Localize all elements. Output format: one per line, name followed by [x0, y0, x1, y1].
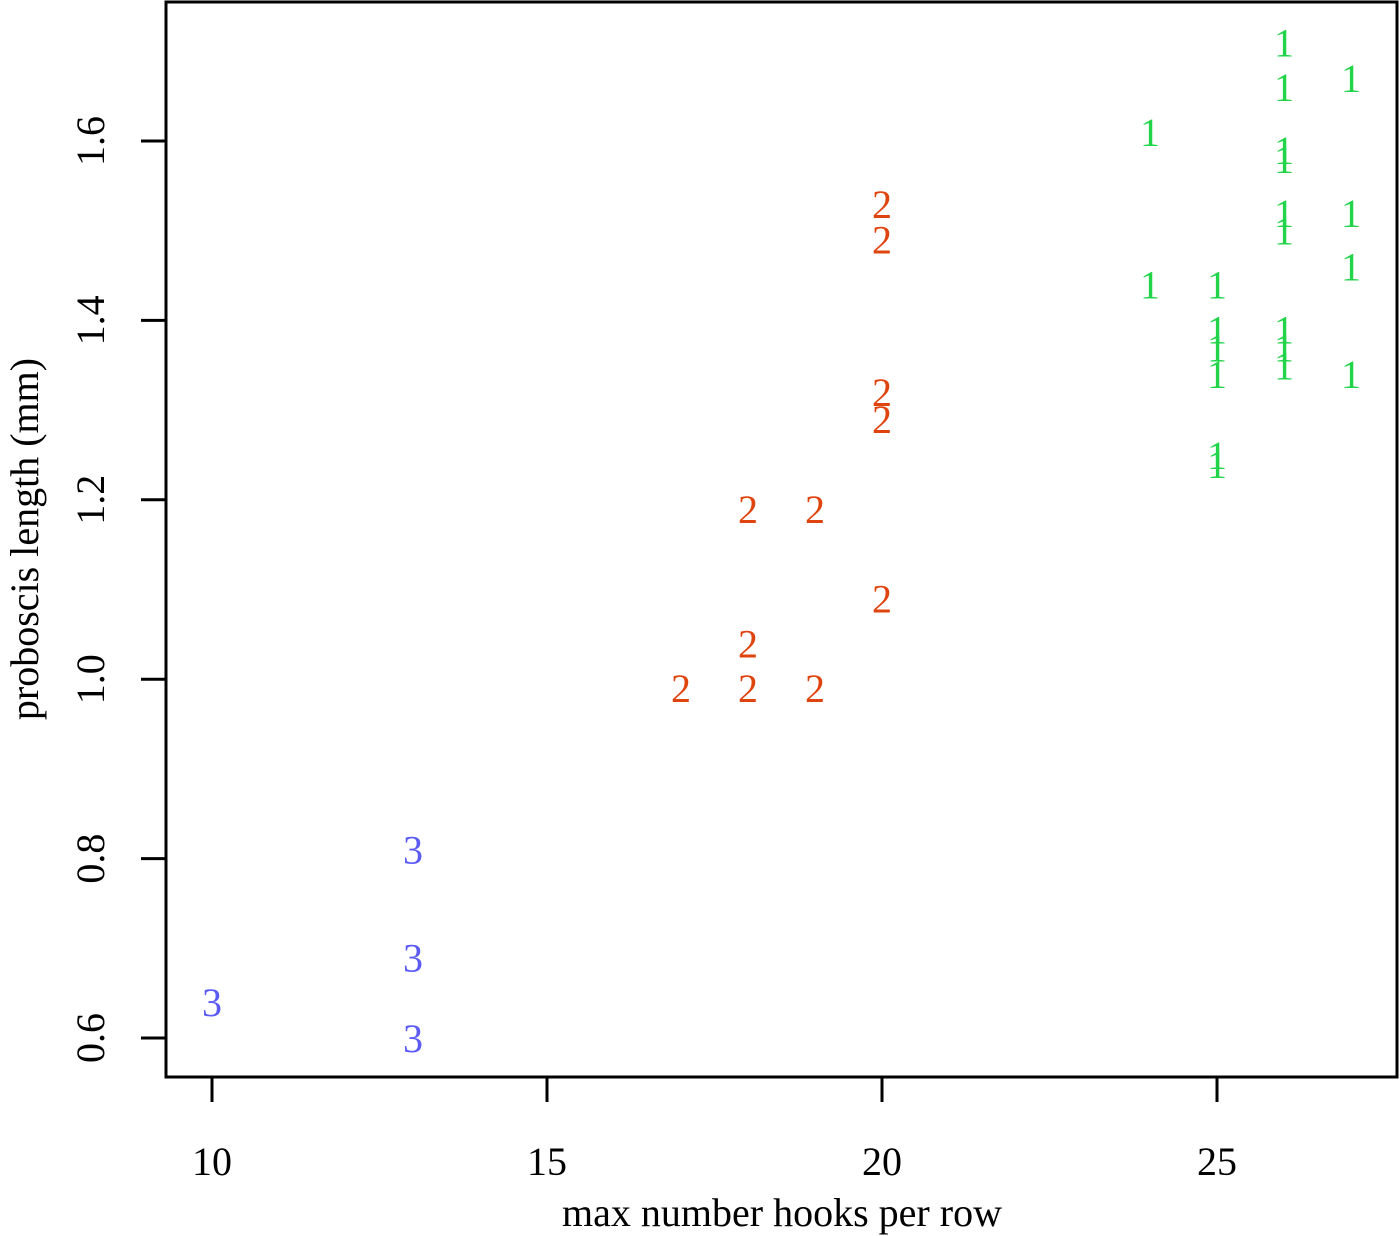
x-tick-label: 10: [192, 1139, 232, 1184]
data-point-group-3: 3: [202, 980, 222, 1025]
data-point-group-3: 3: [403, 828, 423, 873]
data-point-group-1: 1: [1140, 110, 1160, 155]
data-point-group-1: 1: [1274, 191, 1294, 236]
data-point-group-2: 2: [805, 666, 825, 711]
y-axis: 0.6 0.8 1.0 1.2 1.4 1.6: [68, 116, 166, 1063]
y-tick-label: 0.8: [68, 834, 113, 884]
data-point-group-1: 1: [1274, 65, 1294, 110]
data-point-group-1: 1: [1274, 20, 1294, 65]
data-point-group-3: 3: [403, 935, 423, 980]
y-tick-label: 1.6: [68, 116, 113, 166]
data-point-group-2: 2: [872, 218, 892, 263]
data-point-group-1: 1: [1140, 263, 1160, 308]
x-axis: 10 15 20 25: [192, 1077, 1237, 1184]
data-point-group-2: 2: [738, 621, 758, 666]
data-point-group-2: 2: [671, 666, 691, 711]
data-point-group-2: 2: [738, 487, 758, 532]
data-point-group-1: 1: [1274, 128, 1294, 173]
data-point-group-1: 1: [1274, 343, 1294, 388]
data-point-group-1: 1: [1207, 263, 1227, 308]
y-tick-label: 1.4: [68, 295, 113, 345]
data-point-group-1: 1: [1341, 352, 1361, 397]
data-point-group-2: 2: [872, 576, 892, 621]
data-point-group-1: 1: [1207, 352, 1227, 397]
x-tick-label: 20: [862, 1139, 902, 1184]
data-point-group-2: 2: [872, 370, 892, 415]
data-point-group-1: 1: [1341, 191, 1361, 236]
data-point-group-2: 2: [738, 666, 758, 711]
y-tick-label: 1.0: [68, 654, 113, 704]
data-point-group-1: 1: [1207, 433, 1227, 478]
data-point-group-1: 1: [1274, 325, 1294, 370]
data-point-group-2: 2: [872, 182, 892, 227]
data-point-group-1: 1: [1207, 325, 1227, 370]
x-tick-label: 15: [527, 1139, 567, 1184]
data-point-group-2: 2: [805, 487, 825, 532]
data-point-group-1: 1: [1274, 209, 1294, 254]
data-point-group-1: 1: [1341, 245, 1361, 290]
data-point-group-1: 1: [1274, 137, 1294, 182]
data-point-group-2: 2: [872, 397, 892, 442]
data-point-group-1: 1: [1207, 442, 1227, 487]
data-point-group-1: 1: [1274, 307, 1294, 352]
data-point-group-1: 1: [1341, 56, 1361, 101]
x-tick-label: 25: [1197, 1139, 1237, 1184]
data-point-group-3: 3: [403, 1016, 423, 1061]
y-axis-label: proboscis length (mm): [2, 358, 47, 720]
y-tick-label: 0.6: [68, 1013, 113, 1063]
y-tick-label: 1.2: [68, 475, 113, 525]
data-point-group-1: 1: [1207, 307, 1227, 352]
x-axis-label: max number hooks per row: [562, 1190, 1002, 1235]
plot-frame: [164, 0, 1399, 1079]
